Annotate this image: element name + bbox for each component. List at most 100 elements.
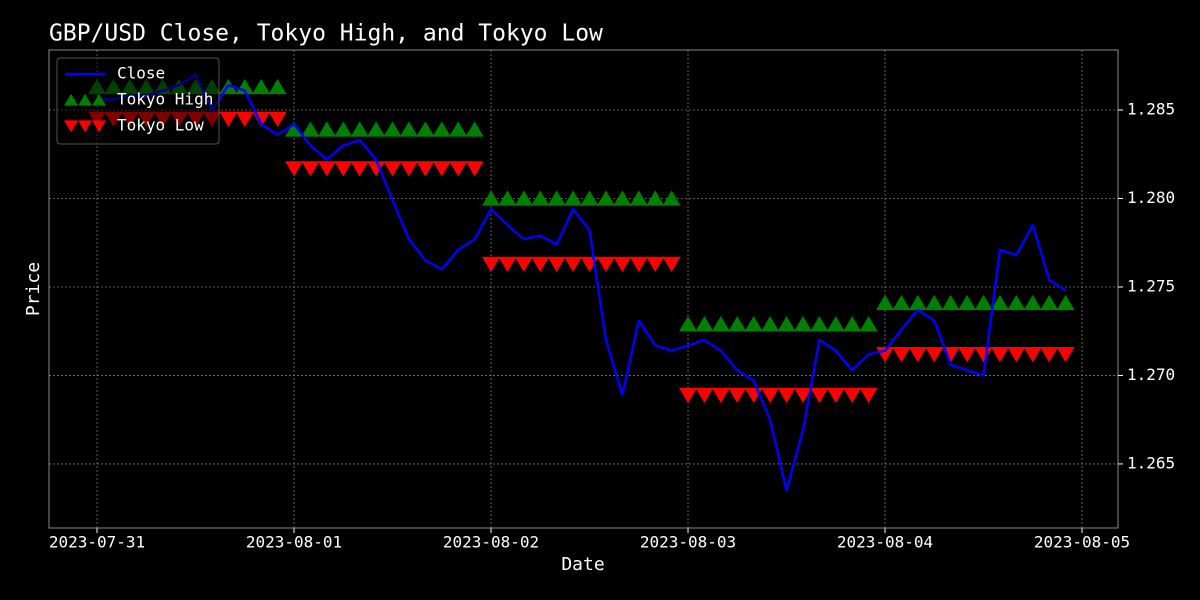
marker [974, 347, 993, 363]
legend-swatch [78, 93, 92, 106]
marker [761, 387, 780, 404]
marker [383, 121, 402, 137]
marker [793, 387, 812, 404]
marker [482, 190, 501, 206]
chart-title: GBP/USD Close, Tokyo High, and Tokyo Low [49, 21, 603, 47]
marker [465, 161, 484, 177]
marker [367, 121, 386, 137]
legend-swatch [92, 120, 106, 133]
marker [285, 161, 304, 177]
marker [629, 256, 648, 273]
legend-swatch [92, 93, 106, 106]
marker [1056, 347, 1075, 363]
marker [728, 316, 747, 332]
marker [1040, 294, 1059, 311]
y-axis-label: Price [23, 262, 44, 316]
marker [810, 316, 829, 332]
marker [301, 161, 320, 177]
marker [1056, 294, 1075, 311]
marker [958, 347, 977, 363]
marker [449, 161, 468, 177]
marker [383, 161, 402, 177]
marker [1007, 294, 1026, 311]
marker [695, 387, 714, 404]
marker [531, 256, 550, 273]
marker [679, 316, 698, 332]
marker [646, 256, 665, 273]
x-tick-label: 2023-08-01 [246, 533, 342, 552]
marker [268, 111, 287, 127]
marker [498, 190, 517, 206]
marker [990, 294, 1009, 311]
x-axis-label: Date [561, 554, 604, 575]
x-tick-label: 2023-08-05 [1034, 533, 1130, 552]
marker [941, 294, 960, 311]
marker [1023, 294, 1042, 311]
marker [843, 316, 862, 332]
marker [432, 161, 451, 177]
marker [514, 256, 533, 273]
legend-label: Tokyo Low [117, 116, 204, 135]
marker [974, 294, 993, 311]
marker [350, 161, 369, 177]
marker [613, 256, 632, 273]
marker [334, 161, 353, 177]
marker [514, 190, 533, 206]
marker [317, 121, 336, 137]
marker [531, 190, 550, 206]
marker [317, 161, 336, 177]
close-line [97, 73, 1067, 492]
marker [219, 111, 238, 127]
marker [547, 190, 566, 206]
y-tick-label: 1.265 [1127, 453, 1175, 472]
legend-label: Tokyo High [117, 90, 213, 109]
marker [711, 387, 730, 404]
marker [810, 387, 829, 404]
legend-swatch [78, 120, 92, 133]
marker [711, 316, 730, 332]
marker [646, 190, 665, 206]
marker [416, 161, 435, 177]
marker [629, 190, 648, 206]
marker [777, 387, 796, 404]
marker [761, 316, 780, 332]
marker [793, 316, 812, 332]
marker [399, 121, 418, 137]
marker [268, 78, 287, 95]
marker [859, 316, 878, 332]
x-tick-label: 2023-07-31 [49, 533, 145, 552]
marker [662, 190, 681, 206]
marker [399, 161, 418, 177]
legend-swatch [64, 120, 78, 133]
marker [876, 294, 895, 311]
marker [843, 387, 862, 404]
marker [925, 294, 944, 311]
legend-swatch [64, 93, 78, 106]
marker [1040, 347, 1059, 363]
marker [580, 190, 599, 206]
marker [367, 161, 386, 177]
marker [744, 316, 763, 332]
marker [252, 78, 271, 95]
marker [498, 256, 517, 273]
legend-label: Close [117, 64, 165, 83]
marker [908, 347, 927, 363]
marker [547, 256, 566, 273]
marker [728, 387, 747, 404]
marker [465, 121, 484, 137]
marker [432, 121, 451, 137]
marker [301, 121, 320, 137]
marker [777, 316, 796, 332]
marker [1023, 347, 1042, 363]
marker [892, 347, 911, 363]
marker [564, 190, 583, 206]
y-tick-label: 1.280 [1127, 188, 1175, 207]
marker [662, 256, 681, 273]
legend: Close Tokyo High Tokyo Low [56, 57, 220, 145]
marker [892, 294, 911, 311]
marker [416, 121, 435, 137]
marker [908, 294, 927, 311]
marker [285, 121, 304, 137]
marker [564, 256, 583, 273]
